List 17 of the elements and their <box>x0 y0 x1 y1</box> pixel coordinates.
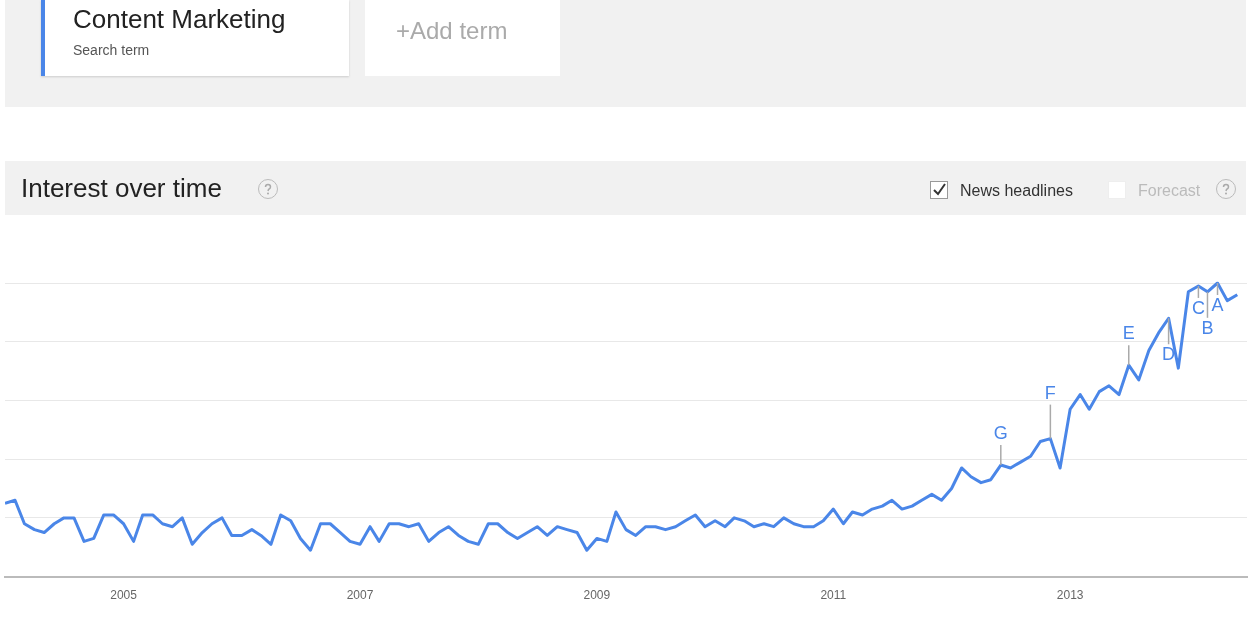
annotation: E <box>1122 323 1135 344</box>
annotation: F <box>1044 382 1056 403</box>
x-tick-label: 2005 <box>110 588 138 603</box>
annotation: C <box>1191 297 1205 318</box>
text: News headlines <box>960 182 1073 200</box>
text: Content Marketing <box>73 4 286 35</box>
x-tick-label: 2009 <box>583 588 611 603</box>
annotation: D <box>1162 344 1176 365</box>
annotation: B <box>1201 317 1214 338</box>
x-tick-label: 2011 <box>820 588 847 603</box>
text: +Add term <box>396 17 508 45</box>
text: Search term <box>73 42 150 58</box>
x-tick-label: 2013 <box>1056 588 1084 603</box>
x-tick-label: 2007 <box>346 588 374 603</box>
chart-title: Interest over time <box>21 173 222 204</box>
annotation: A <box>1211 294 1224 315</box>
annotation: G <box>993 423 1008 443</box>
